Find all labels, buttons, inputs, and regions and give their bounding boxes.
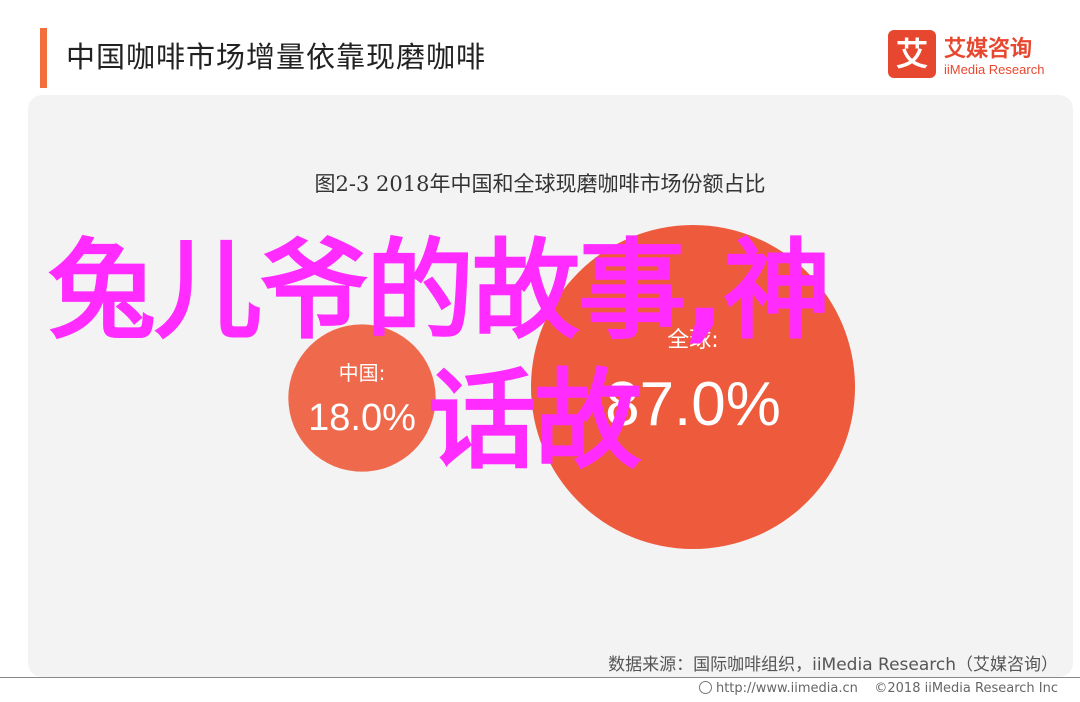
footer-copyright: ©2018 iiMedia Research Inc [874, 681, 1058, 696]
footer: http://www.iimedia.cn ©2018 iiMedia Rese… [698, 681, 1058, 696]
brand-name-en: iiMedia Research [944, 62, 1045, 77]
bubble-value-0: 18.0% [308, 397, 416, 439]
bubble-label-1: 全球: [667, 328, 718, 353]
chart-title: 图2-3 2018年中国和全球现磨咖啡市场份额占比 [314, 172, 766, 196]
bubble-value-1: 87.0% [605, 370, 781, 439]
brand-logo: 艾 艾媒咨询 iiMedia Research [888, 30, 1068, 82]
brand-mark-icon: 艾 [888, 30, 936, 78]
footer-divider [0, 677, 1080, 678]
footer-url[interactable]: http://www.iimedia.cn [715, 681, 858, 696]
bubble-0 [288, 324, 436, 472]
bubble-label-0: 中国: [339, 361, 386, 385]
globe-icon [698, 681, 712, 694]
bubble-1 [531, 225, 855, 549]
source-note: 数据来源：国际咖啡组织，iiMedia Research（艾媒咨询） [608, 655, 1058, 675]
header-accent-bar [40, 28, 47, 88]
brand-name: 艾媒咨询 [944, 37, 1033, 62]
page-title: 中国咖啡市场增量依靠现磨咖啡 [66, 40, 487, 74]
